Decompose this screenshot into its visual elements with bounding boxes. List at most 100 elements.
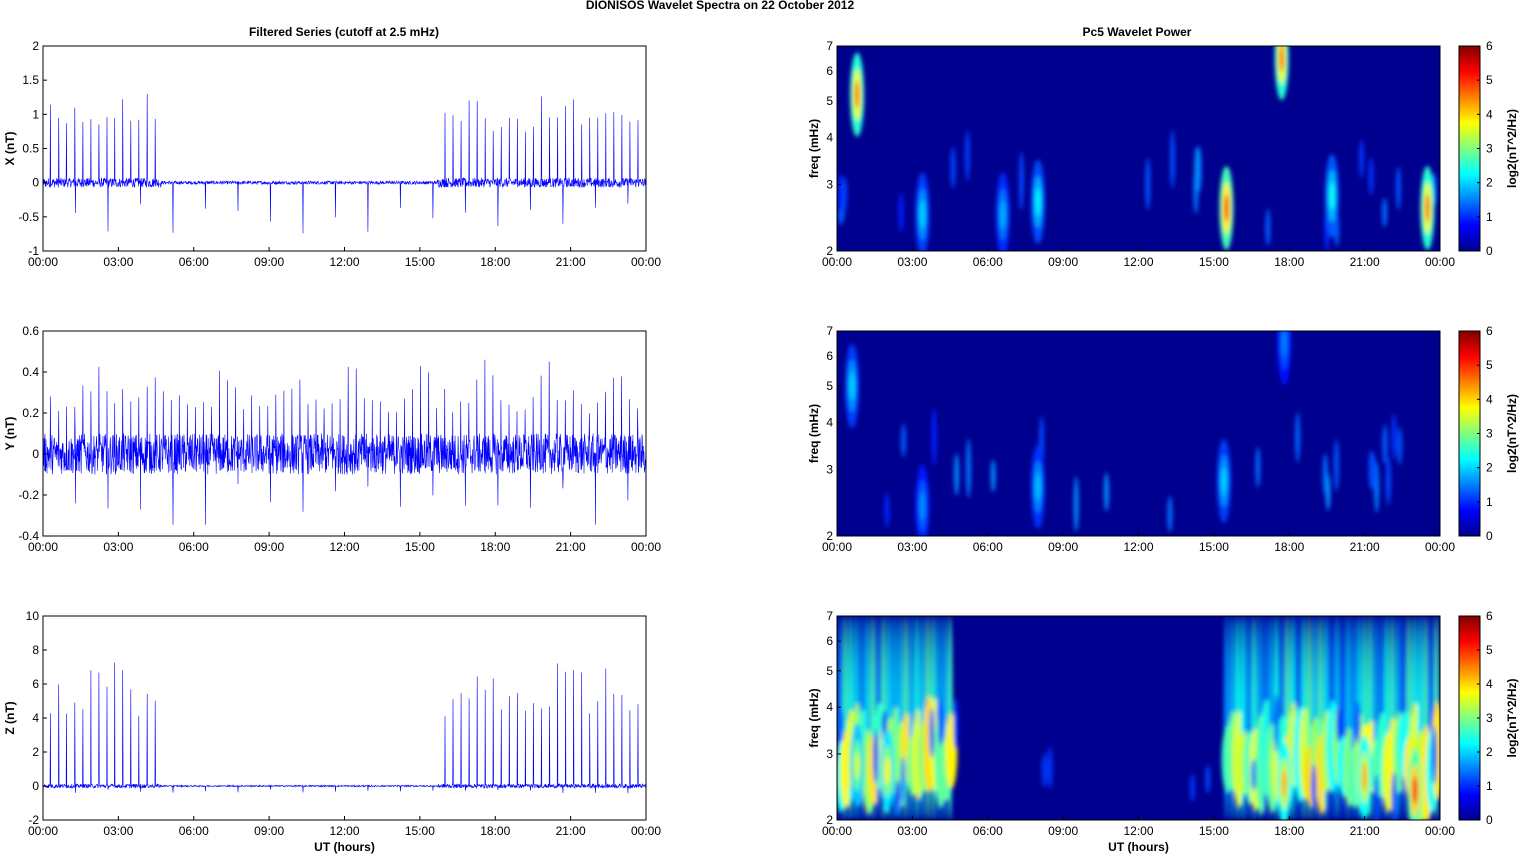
heatmap-faint: [931, 408, 937, 466]
x-tick-label: 15:00: [405, 540, 435, 554]
x-tick-label: 06:00: [973, 255, 1003, 269]
y-tick-label: 0: [32, 176, 39, 190]
y-tick-label: 5: [826, 379, 833, 393]
series-line: [42, 662, 646, 794]
heatmap-faint: [837, 173, 843, 213]
y-tick-label: 6: [32, 677, 39, 691]
y-tick-label: 2: [826, 813, 833, 827]
heatmap-faint: [1205, 764, 1211, 794]
y-tick-label: 4: [826, 131, 833, 145]
plot-frame: [42, 45, 647, 252]
x-tick-label: 03:00: [103, 540, 133, 554]
x-tick-label: 00:00: [28, 255, 58, 269]
heatmap-faint: [1395, 166, 1401, 211]
y-tick-label: 5: [826, 664, 833, 678]
x-tick-label: 12:00: [1123, 255, 1153, 269]
heatmap-faint: [1368, 157, 1374, 196]
wavelet-burst-core: [1035, 187, 1041, 216]
heatmap-faint: [1041, 752, 1047, 788]
x-tick-label: 15:00: [1199, 255, 1229, 269]
plot-frame: [42, 615, 647, 821]
x-tick-label: 18:00: [480, 824, 510, 838]
x-tick-label: 00:00: [28, 540, 58, 554]
x-tick-label: 03:00: [103, 824, 133, 838]
colorbar-label: log2(nT^2/Hz): [1505, 678, 1519, 757]
figure-title: DIONISOS Wavelet Spectra on 22 October 2…: [586, 0, 855, 12]
y-tick-label: 7: [826, 324, 833, 338]
y-tick-label: 3: [826, 747, 833, 761]
heatmap-faint: [842, 176, 848, 211]
y-tick-label: 1: [32, 107, 39, 121]
y-tick-label: 2: [32, 745, 39, 759]
y-axis-label: freq (mHz): [807, 404, 821, 463]
y-tick-label: 1.5: [22, 73, 39, 87]
x-tick-label: 12:00: [1123, 540, 1153, 554]
wavelet-burst-core: [1221, 466, 1227, 495]
colorbar-label: log2(nT^2/Hz): [1505, 109, 1519, 188]
colorbar-tick-label: 6: [1486, 39, 1493, 53]
x-tick-label: 15:00: [405, 255, 435, 269]
heatmap-faint: [929, 707, 935, 759]
x-tick-label: 03:00: [897, 824, 927, 838]
x-tick-label: 00:00: [631, 824, 661, 838]
heatmap-faint: [1397, 427, 1403, 465]
y-tick-label: 0.6: [22, 324, 39, 338]
heatmap-faint: [938, 697, 944, 747]
y-tick-label: 4: [826, 416, 833, 430]
heatmap-faint: [839, 706, 845, 742]
y-tick-label: 0: [32, 779, 39, 793]
plot-frame: [42, 330, 647, 537]
x-tick-label: 00:00: [1425, 540, 1455, 554]
x-tick-label: 09:00: [1048, 824, 1078, 838]
y-tick-label: 2: [32, 39, 39, 53]
colorbar-tick-label: 2: [1486, 461, 1493, 475]
colorbar-tick-label: 2: [1486, 176, 1493, 190]
wavelet-burst-core: [1424, 194, 1430, 223]
heatmap-faint: [873, 729, 879, 785]
x-tick-label: 00:00: [1425, 824, 1455, 838]
heatmap-faint: [1358, 139, 1364, 178]
heatmap-cells: [837, 616, 1440, 820]
x-tick-label: 06:00: [179, 255, 209, 269]
colorbar-tick-label: 1: [1486, 495, 1493, 509]
x-tick-label: 12:00: [329, 540, 359, 554]
heatmap-faint: [1391, 771, 1397, 820]
x-tick-label: 09:00: [254, 540, 284, 554]
x-tick-label: 09:00: [1048, 540, 1078, 554]
x-tick-label: 06:00: [973, 824, 1003, 838]
y-axis-label: freq (mHz): [807, 688, 821, 747]
heatmap-faint: [1431, 725, 1437, 785]
x-tick-label: 03:00: [897, 255, 927, 269]
series-line: [42, 93, 647, 234]
wavelet-burst-core: [849, 372, 855, 401]
colorbar-tick-label: 1: [1486, 210, 1493, 224]
x-tick-label: 21:00: [556, 540, 586, 554]
x-tick-label: 03:00: [897, 540, 927, 554]
wavelet-burst-core: [1000, 200, 1006, 229]
y-axis-label: Y (nT): [3, 417, 17, 451]
y-tick-label: 2: [826, 244, 833, 258]
x-tick-label: 09:00: [1048, 255, 1078, 269]
y-axis-label: freq (mHz): [807, 119, 821, 178]
heatmap-faint: [1047, 746, 1053, 790]
colorbar: [1458, 45, 1481, 252]
heatmap-cells: [837, 46, 1438, 251]
x-tick-label: 18:00: [1274, 255, 1304, 269]
y-tick-label: 0.2: [22, 406, 39, 420]
x-tick-label: 00:00: [822, 255, 852, 269]
heatmap-faint: [1167, 496, 1173, 533]
colorbar-tick-label: 5: [1486, 643, 1493, 657]
wavelet-burst-core: [1281, 331, 1287, 358]
x-tick-label: 00:00: [1425, 255, 1455, 269]
y-tick-label: 8: [32, 643, 39, 657]
heatmap-faint: [950, 146, 956, 189]
x-tick-label: 15:00: [405, 824, 435, 838]
colorbar-tick-label: 1: [1486, 779, 1493, 793]
wavelet-burst-core: [884, 757, 890, 786]
heatmap-faint: [1255, 446, 1261, 488]
x-tick-label: 09:00: [254, 255, 284, 269]
y-tick-label: 3: [826, 178, 833, 192]
heatmap-faint: [1325, 473, 1331, 511]
